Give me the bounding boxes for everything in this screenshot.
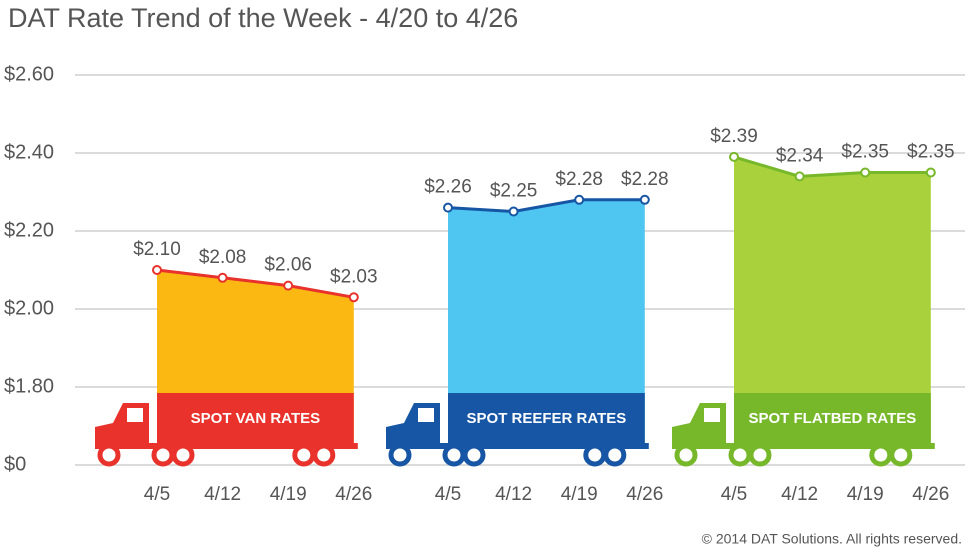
- x-tick-label: 4/5: [721, 484, 747, 505]
- truck-cab: [95, 403, 153, 447]
- point: [348, 292, 359, 303]
- truck-chassis: [95, 443, 358, 449]
- series-label: SPOT VAN RATES: [191, 410, 320, 427]
- x-tick-label: 4/12: [495, 484, 532, 505]
- value-label: $2.34: [776, 145, 824, 166]
- point: [794, 171, 805, 182]
- y-tick-label: $1.80: [4, 375, 54, 397]
- wheel: [674, 443, 698, 467]
- chart-title: DAT Rate Trend of the Week - 4/20 to 4/2…: [8, 3, 518, 33]
- wheel: [292, 443, 316, 467]
- line: [156, 268, 355, 299]
- wheel: [151, 443, 175, 467]
- x-tick-label: 4/5: [435, 484, 461, 505]
- wheel: [97, 443, 121, 467]
- wheel: [583, 443, 607, 467]
- value-label: $2.28: [621, 169, 669, 190]
- truck-chassis: [386, 443, 649, 449]
- trailer: [157, 393, 354, 445]
- truck-window: [418, 408, 434, 422]
- wheel: [312, 443, 336, 467]
- truck-window: [704, 408, 720, 422]
- trailer: [734, 393, 931, 445]
- wheel: [728, 443, 752, 467]
- wheel: [442, 443, 466, 467]
- value-label: $2.28: [555, 169, 603, 190]
- y-tick-label: $2.40: [4, 141, 54, 163]
- value-label: $2.39: [710, 126, 758, 147]
- x-tick-label: 4/26: [626, 484, 663, 505]
- y-tick-label: $2.00: [4, 297, 54, 319]
- x-tick-label: 4/5: [144, 484, 170, 505]
- point: [283, 280, 294, 291]
- point: [729, 151, 739, 162]
- area: [448, 199, 645, 445]
- point: [860, 167, 871, 178]
- x-tick-label: 4/19: [270, 484, 307, 505]
- footnote: © 2014 DAT Solutions. All rights reserve…: [702, 531, 962, 547]
- line: [733, 155, 931, 178]
- x-tick-label: 4/26: [335, 484, 372, 505]
- x-tick-label: 4/19: [847, 484, 884, 505]
- x-tick-label: 4/12: [781, 484, 818, 505]
- x-tick-label: 4/19: [561, 484, 598, 505]
- x-tick-label: 4/12: [204, 484, 241, 505]
- value-label: $2.26: [424, 177, 472, 198]
- series-label: SPOT FLATBED RATES: [749, 410, 917, 427]
- x-tick-label: 4/26: [912, 484, 949, 505]
- y-tick-label: $0: [4, 453, 26, 475]
- y-tick-label: $2.20: [4, 219, 54, 241]
- wheel: [889, 443, 913, 467]
- truck-cab: [672, 403, 730, 447]
- point: [639, 194, 650, 205]
- point: [217, 272, 228, 283]
- value-label: $2.06: [264, 255, 312, 276]
- trailer: [448, 393, 645, 445]
- wheel: [462, 443, 486, 467]
- wheel: [748, 443, 772, 467]
- value-label: $2.35: [907, 142, 955, 163]
- wheel: [171, 443, 195, 467]
- value-label: $2.35: [841, 142, 889, 163]
- point: [508, 206, 519, 217]
- line: [447, 198, 645, 214]
- wheel: [603, 443, 627, 467]
- wheel: [388, 443, 412, 467]
- point: [443, 202, 453, 213]
- point: [574, 194, 585, 205]
- area: [734, 156, 931, 445]
- wheel: [869, 443, 893, 467]
- point: [925, 167, 936, 178]
- truck-chassis: [672, 443, 935, 449]
- value-label: $2.25: [490, 181, 538, 202]
- y-tick-label: $2.60: [4, 63, 54, 85]
- truck-cab: [386, 403, 444, 447]
- value-label: $2.03: [330, 266, 378, 287]
- point: [152, 265, 162, 275]
- series-label: SPOT REEFER RATES: [467, 410, 627, 427]
- truck-window: [127, 408, 143, 422]
- value-label: $2.10: [133, 239, 181, 260]
- value-label: $2.08: [199, 247, 247, 268]
